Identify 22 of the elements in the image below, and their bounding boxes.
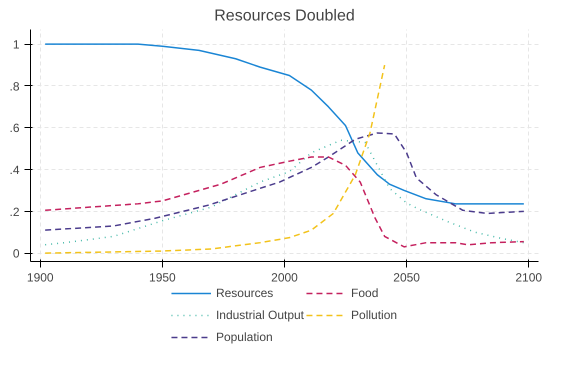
y-tick-label: .8 xyxy=(9,79,20,94)
x-tick-label: 2050 xyxy=(393,270,420,284)
y-tick-label: .2 xyxy=(9,204,20,219)
x-tick-label: 2100 xyxy=(515,270,542,284)
x-tick-label: 2000 xyxy=(271,270,298,284)
y-tick-label: 1 xyxy=(12,38,20,52)
legend-label: Resources xyxy=(216,286,274,300)
chart-title: Resources Doubled xyxy=(214,8,355,24)
line-series xyxy=(44,156,525,248)
x-tick-label: 1900 xyxy=(26,270,54,284)
y-tick-label: 0 xyxy=(12,246,20,261)
legend-label: Food xyxy=(351,286,378,300)
legend-label: Industrial Output xyxy=(216,308,304,322)
legend-label: Population xyxy=(216,330,273,344)
legend-label: Pollution xyxy=(351,308,398,322)
x-tick-label: 1950 xyxy=(149,270,176,284)
y-tick-label: .4 xyxy=(9,163,20,178)
y-tick-label: .6 xyxy=(9,121,20,136)
line-series xyxy=(44,43,525,205)
line-series xyxy=(44,64,386,254)
line-series xyxy=(44,140,525,246)
line-series xyxy=(44,132,525,231)
